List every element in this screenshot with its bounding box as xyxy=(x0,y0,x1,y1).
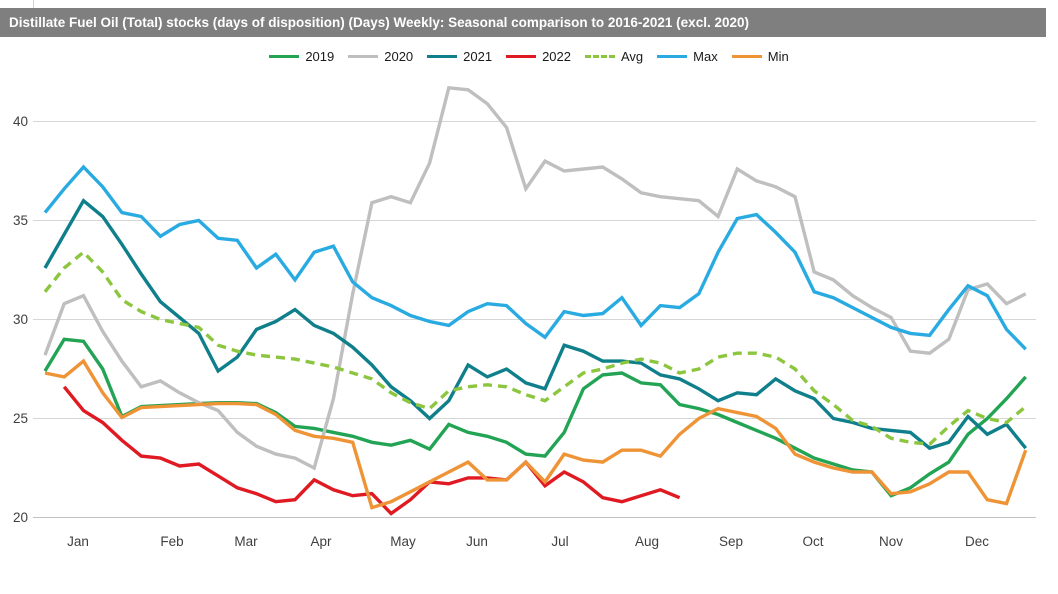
legend-swatch-min xyxy=(731,54,762,58)
x-axis-month-label-oct: Oct xyxy=(802,534,823,549)
x-axis-month-label-may: May xyxy=(390,534,416,549)
series-line-2021 xyxy=(43,198,1028,451)
legend-swatch-avg xyxy=(585,54,615,58)
y-axis-tick-label-40: 40 xyxy=(13,114,28,129)
legend-label-max: Max xyxy=(693,48,718,64)
y-axis-tick-label-20: 20 xyxy=(13,510,28,525)
y-axis-tick-label-35: 35 xyxy=(13,213,28,228)
legend-label-min: Min xyxy=(767,48,789,64)
legend-label-2022: 2022 xyxy=(542,48,571,64)
legend-swatch-2020 xyxy=(348,54,379,58)
series-line-2022 xyxy=(62,385,681,516)
legend-item-max: Max xyxy=(657,49,718,64)
legend-swatch-2022 xyxy=(506,54,537,58)
legend-swatch-2021 xyxy=(427,54,458,58)
legend-item-2020: 2020 xyxy=(348,49,413,64)
x-axis-month-label-jan: Jan xyxy=(67,534,89,549)
x-axis-month-label-feb: Feb xyxy=(160,534,183,549)
legend-item-2019: 2019 xyxy=(269,49,334,64)
legend-label-avg: Avg xyxy=(621,48,644,64)
x-axis-month-label-aug: Aug xyxy=(635,534,659,549)
x-axis-month-label-dec: Dec xyxy=(965,534,989,549)
y-axis-tick-label-30: 30 xyxy=(13,312,28,327)
x-axis-month-label-jun: Jun xyxy=(466,534,488,549)
chart-title: Distillate Fuel Oil (Total) stocks (days… xyxy=(9,15,749,30)
series-line-min xyxy=(44,358,1028,510)
x-axis-month-label-sep: Sep xyxy=(719,534,743,549)
legend-item-avg: Avg xyxy=(585,49,643,64)
legend-item-min: Min xyxy=(731,48,789,64)
legend-item-2022: 2022 xyxy=(506,49,571,64)
legend-label-2020: 2020 xyxy=(384,48,414,64)
series-line-2020 xyxy=(43,85,1027,471)
legend-label-2019: 2019 xyxy=(305,48,335,64)
series-line-avg xyxy=(43,249,1027,446)
y-axis-tick-label-25: 25 xyxy=(13,411,28,426)
chart-legend: 2019 2020 2021 2022 Avg Max Min xyxy=(0,44,1058,68)
x-axis-month-label-mar: Mar xyxy=(234,534,258,549)
legend-swatch-2019 xyxy=(269,54,300,58)
series-line-max xyxy=(43,164,1027,351)
chart-title-bar: Distillate Fuel Oil (Total) stocks (days… xyxy=(0,8,1046,37)
x-axis-month-label-nov: Nov xyxy=(879,534,903,549)
legend-swatch-max xyxy=(657,54,688,58)
x-axis-month-label-jul: Jul xyxy=(551,534,568,549)
legend-label-2021: 2021 xyxy=(463,48,493,64)
legend-item-2021: 2021 xyxy=(427,49,492,64)
x-axis-month-label-apr: Apr xyxy=(310,534,332,549)
